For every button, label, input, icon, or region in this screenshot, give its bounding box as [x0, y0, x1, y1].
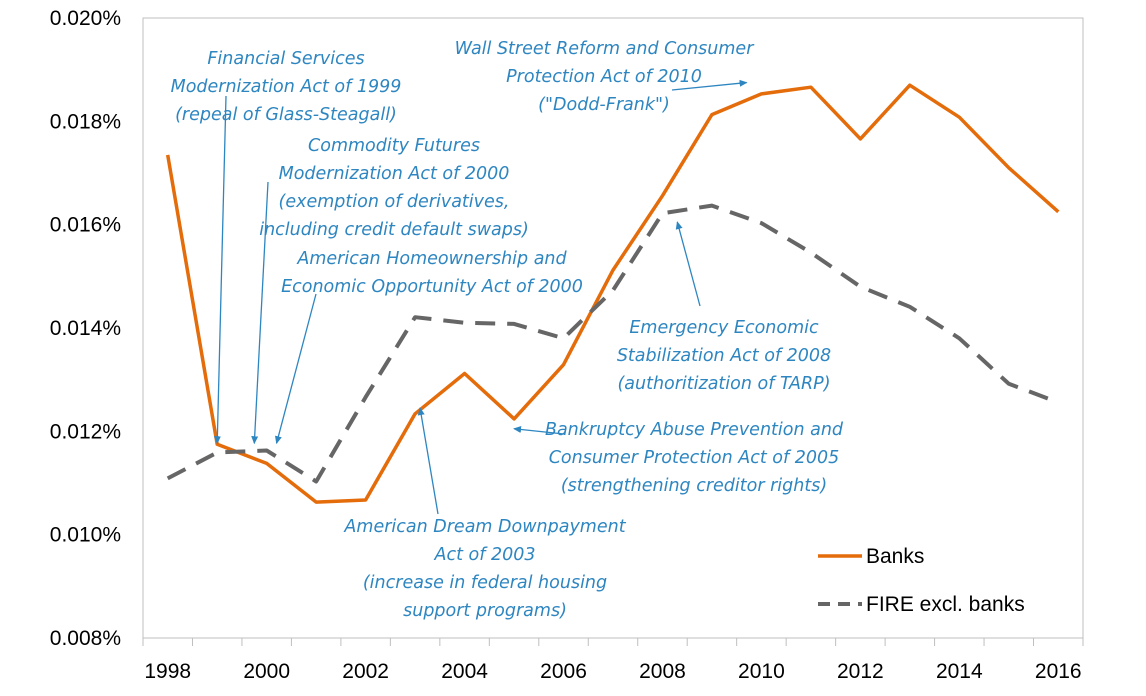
legend: Banks FIRE excl. banks [818, 545, 1025, 616]
annotation-text: Economic Opportunity Act of 2000 [281, 277, 583, 297]
y-tick-label: 0.014% [50, 317, 121, 340]
annotation-arrow [274, 293, 317, 445]
annotation: Financial Services Modernization Act of 1… [171, 49, 402, 445]
x-axis-labels: 1998 2000 2002 2004 2006 2008 2010 2012 2014 2016 [144, 660, 1081, 683]
x-tick-label: 2012 [837, 660, 884, 683]
annotation-text: Financial Services [207, 49, 364, 69]
series-line-banks [165, 83, 1060, 504]
y-tick-label: 0.018% [50, 110, 121, 133]
annotation: American Homeownership and Economic Oppor… [274, 249, 583, 445]
annotation-text: Stabilization Act of 2008 [617, 346, 831, 366]
annotation: Bankruptcy Abuse Prevention and Consumer … [513, 420, 844, 496]
annotation-text: Act of 2003 [434, 545, 536, 565]
annotation-text: including credit default swaps) [259, 220, 529, 240]
annotation-arrow [675, 221, 701, 307]
y-tick-label: 0.020% [50, 7, 121, 30]
annotation-text: Emergency Economic [629, 318, 819, 338]
annotation-arrow [513, 426, 565, 435]
y-tick-label: 0.010% [50, 524, 121, 547]
annotation-text: (strengthening creditor rights) [561, 476, 827, 496]
annotation-text: Modernization Act of 1999 [171, 77, 402, 97]
annotation-text: Bankruptcy Abuse Prevention and [545, 420, 844, 440]
series-line-fire-excl-banks [166, 203, 1060, 484]
x-tick-label: 1998 [144, 660, 191, 683]
annotation-arrow [417, 407, 439, 515]
annotation: Commodity Futures Modernization Act of 20… [251, 136, 529, 445]
series-lines [165, 83, 1060, 504]
y-tick-label: 0.012% [50, 420, 121, 443]
annotation-text: American Homeownership and [296, 249, 567, 269]
x-tick-label: 2008 [639, 660, 686, 683]
annotation-text: American Dream Downpayment [343, 517, 626, 537]
x-tick-label: 2006 [540, 660, 587, 683]
annotation: American Dream Downpayment Act of 2003 (in… [343, 407, 627, 621]
x-tick-label: 2010 [738, 660, 785, 683]
x-tick-marks [142, 638, 1084, 646]
legend-label: Banks [866, 545, 924, 568]
x-tick-label: 2000 [243, 660, 290, 683]
annotation-arrow [671, 79, 748, 91]
annotation-arrow [213, 95, 227, 445]
plot-area [142, 17, 1084, 639]
annotation-text: (authoritization of TARP) [617, 374, 830, 394]
annotation-text: (exemption of derivatives, [279, 192, 510, 212]
y-tick-label: 0.016% [50, 214, 121, 237]
annotation: Wall Street Reform and Consumer Protectio… [455, 39, 756, 115]
annotation-text: (repeal of Glass-Steagall) [175, 105, 397, 125]
annotation: Emergency Economic Stabilization Act of 2… [617, 221, 831, 394]
annotations: Financial Services Modernization Act of 1… [171, 39, 844, 621]
annotation-text: Commodity Futures [308, 136, 480, 156]
annotation-text: Wall Street Reform and Consumer [455, 39, 756, 59]
annotation-text: Modernization Act of 2000 [279, 164, 510, 184]
annotation-text: ("Dodd-Frank") [538, 95, 670, 115]
legend-label: FIRE excl. banks [866, 593, 1025, 616]
annotation-text: (increase in federal housing [363, 573, 607, 593]
x-tick-label: 2014 [936, 660, 983, 683]
x-tick-label: 2016 [1035, 660, 1082, 683]
annotation-arrow [251, 181, 269, 445]
annotation-text: Consumer Protection Act of 2005 [549, 448, 840, 468]
y-tick-label: 0.008% [50, 627, 121, 650]
annotation-text: Protection Act of 2010 [506, 67, 702, 87]
x-tick-label: 2002 [342, 660, 389, 683]
x-tick-label: 2004 [441, 660, 488, 683]
annotation-text: support programs) [403, 601, 567, 621]
y-axis-labels: 0.008% 0.010% 0.012% 0.014% 0.016% 0.018% 0.02… [50, 7, 121, 650]
